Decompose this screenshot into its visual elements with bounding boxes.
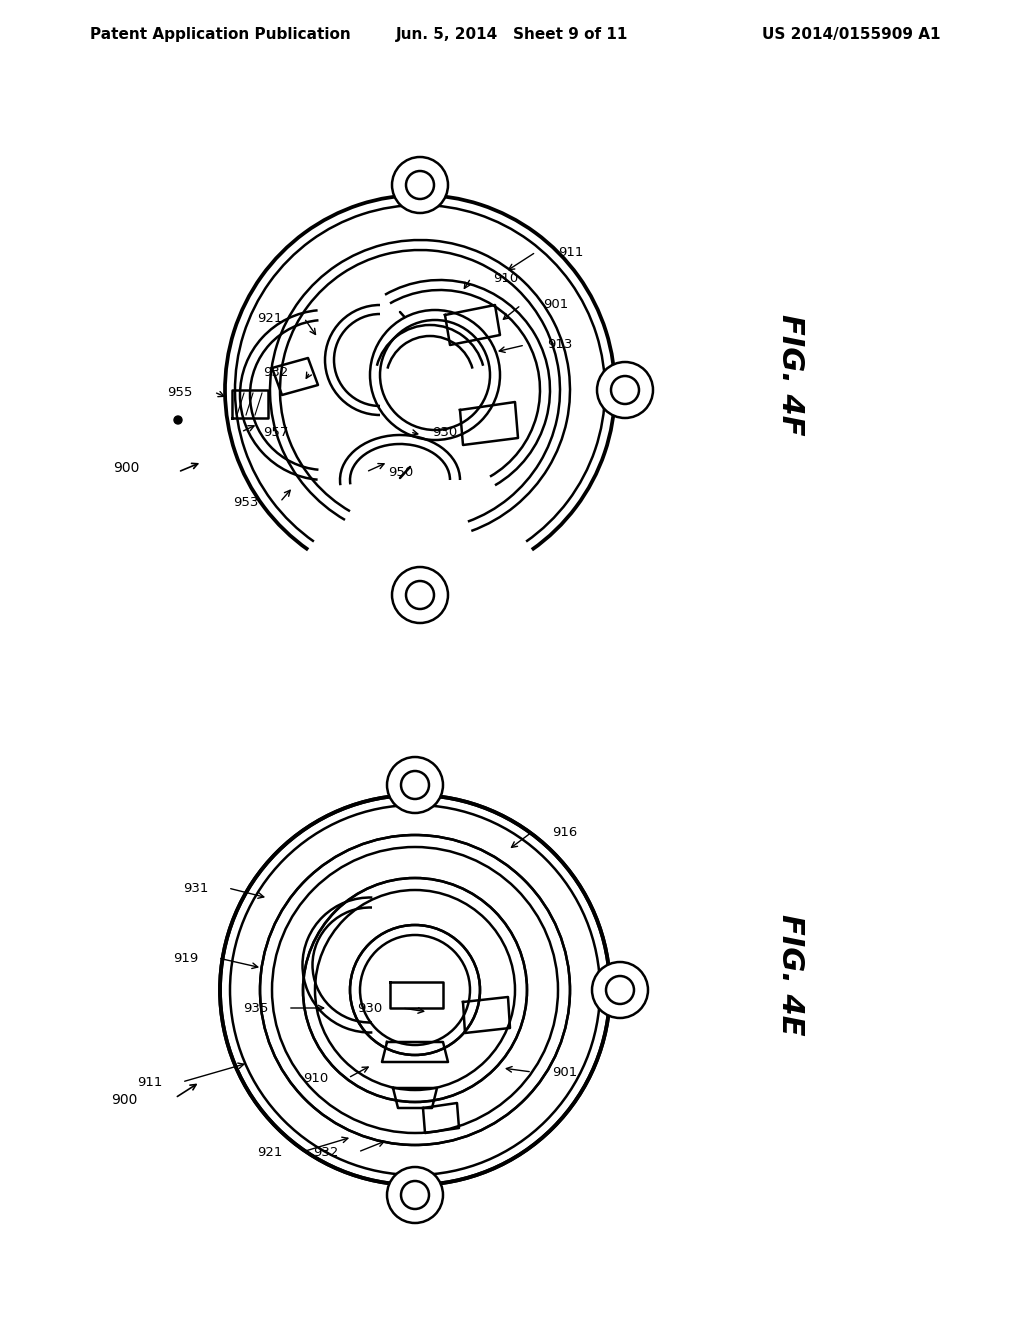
Circle shape — [350, 925, 480, 1055]
Text: 935: 935 — [243, 1002, 268, 1015]
Text: 913: 913 — [547, 338, 572, 351]
Text: 932: 932 — [262, 366, 288, 379]
Circle shape — [387, 1167, 443, 1224]
Text: Jun. 5, 2014   Sheet 9 of 11: Jun. 5, 2014 Sheet 9 of 11 — [396, 28, 628, 42]
Text: 930: 930 — [432, 425, 458, 438]
Text: 911: 911 — [558, 246, 584, 259]
Text: 957: 957 — [263, 425, 289, 438]
Circle shape — [303, 878, 527, 1102]
Text: 950: 950 — [388, 466, 414, 479]
Text: 930: 930 — [356, 1002, 382, 1015]
Circle shape — [387, 756, 443, 813]
Circle shape — [220, 795, 610, 1185]
Text: 910: 910 — [493, 272, 518, 285]
Text: 919: 919 — [173, 952, 198, 965]
Text: 953: 953 — [232, 495, 258, 508]
Text: Patent Application Publication: Patent Application Publication — [90, 28, 351, 42]
Text: 910: 910 — [303, 1072, 328, 1085]
Text: 900: 900 — [114, 461, 140, 475]
Text: 921: 921 — [257, 1146, 282, 1159]
Text: 911: 911 — [136, 1076, 162, 1089]
Circle shape — [392, 568, 449, 623]
Text: US 2014/0155909 A1: US 2014/0155909 A1 — [762, 28, 940, 42]
Circle shape — [174, 416, 182, 424]
Text: 931: 931 — [182, 882, 208, 895]
Text: 901: 901 — [543, 298, 568, 312]
Circle shape — [370, 310, 500, 440]
Circle shape — [597, 362, 653, 418]
Text: 955: 955 — [167, 385, 193, 399]
Text: 901: 901 — [552, 1065, 578, 1078]
Text: 921: 921 — [257, 312, 282, 325]
Text: 916: 916 — [552, 825, 578, 838]
Text: 932: 932 — [312, 1146, 338, 1159]
Text: FIG. 4E: FIG. 4E — [775, 915, 805, 1036]
Circle shape — [392, 157, 449, 213]
Text: FIG. 4F: FIG. 4F — [775, 314, 805, 436]
Text: 900: 900 — [112, 1093, 138, 1107]
Circle shape — [592, 962, 648, 1018]
Circle shape — [260, 836, 570, 1144]
